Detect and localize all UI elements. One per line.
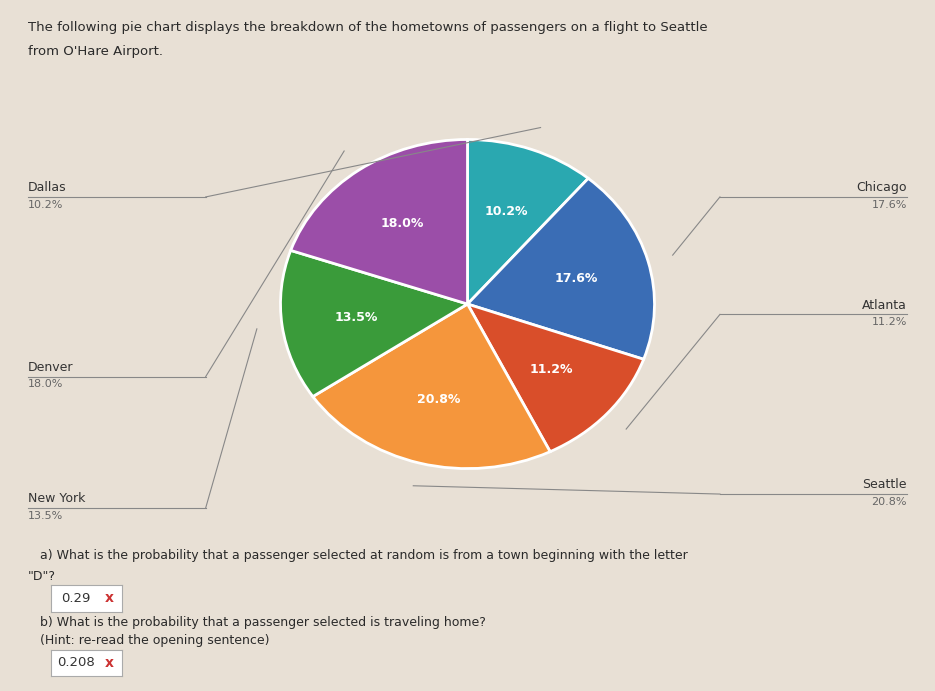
Wedge shape [468,178,654,359]
Text: Dallas: Dallas [28,181,66,194]
Text: 13.5%: 13.5% [335,310,378,323]
Text: 17.6%: 17.6% [554,272,597,285]
Text: x: x [105,591,113,605]
Text: The following pie chart displays the breakdown of the hometowns of passengers on: The following pie chart displays the bre… [28,21,708,34]
Text: 10.2%: 10.2% [484,205,528,218]
Text: 18.0%: 18.0% [381,217,424,230]
Text: 20.8%: 20.8% [871,497,907,507]
Text: Chicago: Chicago [856,181,907,194]
Text: 18.0%: 18.0% [28,379,64,389]
Text: from O'Hare Airport.: from O'Hare Airport. [28,45,163,58]
Text: "D"?: "D"? [28,570,56,583]
Text: 10.2%: 10.2% [28,200,64,209]
Text: 11.2%: 11.2% [871,317,907,327]
Text: b) What is the probability that a passenger selected is traveling home?: b) What is the probability that a passen… [28,616,486,630]
Wedge shape [313,304,550,468]
Text: x: x [105,656,113,670]
Wedge shape [468,140,588,304]
Wedge shape [291,140,468,304]
Text: 20.8%: 20.8% [417,393,461,406]
Text: (Hint: re-read the opening sentence): (Hint: re-read the opening sentence) [28,634,269,647]
Text: New York: New York [28,492,85,505]
Text: 17.6%: 17.6% [871,200,907,209]
Wedge shape [468,304,643,452]
Text: Denver: Denver [28,361,74,374]
Text: a) What is the probability that a passenger selected at random is from a town be: a) What is the probability that a passen… [28,549,688,562]
Text: 0.208: 0.208 [57,656,94,669]
Text: 13.5%: 13.5% [28,511,64,520]
Wedge shape [280,250,468,397]
Text: 11.2%: 11.2% [529,363,573,376]
Text: Seattle: Seattle [862,478,907,491]
Text: 0.29: 0.29 [62,592,91,605]
Text: Atlanta: Atlanta [862,299,907,312]
